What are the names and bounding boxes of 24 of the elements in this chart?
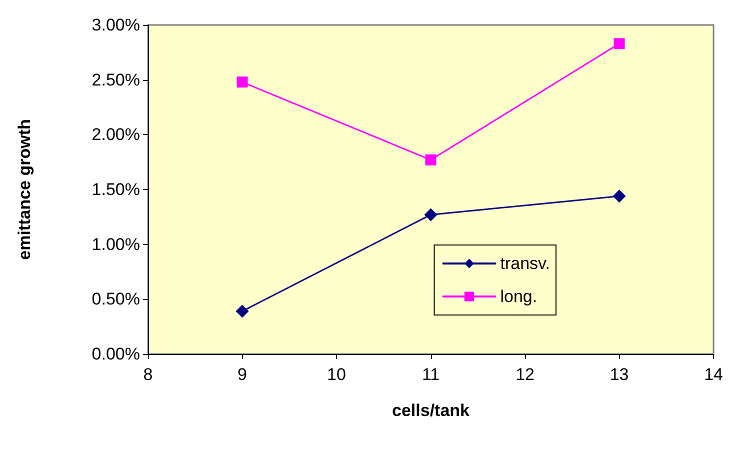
- y-tick-label: 2.00%: [92, 125, 140, 144]
- x-axis-title: cells/tank: [392, 401, 470, 420]
- legend-label: transv.: [500, 254, 550, 273]
- x-tick-label: 12: [516, 365, 534, 384]
- y-tick-label: 1.00%: [92, 234, 140, 254]
- point: [236, 304, 249, 318]
- point: [614, 38, 625, 50]
- x-tick-label: 9: [238, 365, 247, 384]
- x-tick-label: 10: [327, 365, 346, 384]
- y-tick-label: 0.00%: [92, 344, 140, 364]
- x-tick-label: 13: [610, 365, 629, 384]
- point: [612, 190, 626, 203]
- x-tick-label: 11: [422, 365, 440, 384]
- y-tick-label: 3.00%: [92, 16, 140, 34]
- point: [424, 208, 438, 222]
- point: [236, 76, 248, 88]
- y-axis-title: emittance growth: [15, 119, 34, 260]
- x-tick-label: 8: [143, 365, 153, 384]
- point: [425, 154, 436, 166]
- y-tick-label: 2.50%: [92, 70, 140, 90]
- y-tick-label: 0.50%: [92, 290, 140, 309]
- y-tick-label: 1.50%: [92, 180, 140, 199]
- x-tick-label: 14: [704, 365, 724, 384]
- legend-label: long.: [500, 287, 538, 306]
